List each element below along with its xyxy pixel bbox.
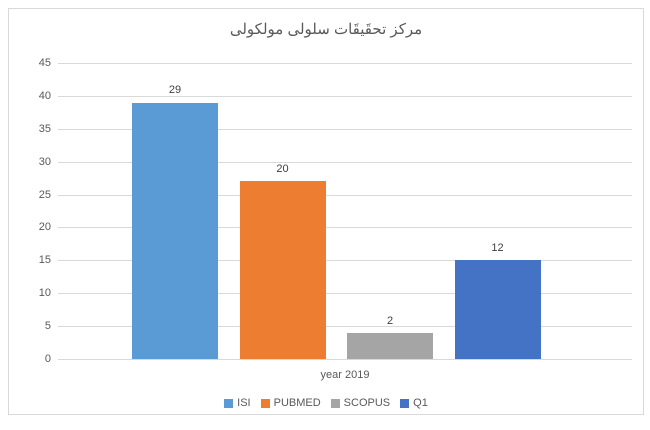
legend-label: SCOPUS xyxy=(343,397,391,409)
y-tick-label: 5 xyxy=(44,320,51,333)
bar-pubmed xyxy=(239,181,326,359)
chart-title: مرکز تحقَیقَات سلولی مولکولی xyxy=(229,21,423,38)
gridline xyxy=(58,95,632,97)
legend-swatch-icon xyxy=(224,398,234,408)
y-tick-label: 30 xyxy=(38,155,51,168)
legend-item-q1: Q1 xyxy=(400,397,428,409)
gridline xyxy=(58,293,632,295)
gridline xyxy=(58,161,632,163)
gridline xyxy=(58,194,632,196)
bar-scopus xyxy=(347,332,433,359)
data-label-pubmed: 20 xyxy=(276,163,289,176)
legend-label: ISI xyxy=(237,397,251,409)
x-axis-line xyxy=(58,359,632,360)
legend: ISI PUBMED SCOPUS Q1 xyxy=(9,397,643,409)
bar-q1 xyxy=(454,260,541,359)
legend-label: PUBMED xyxy=(273,397,321,409)
gridline xyxy=(58,227,632,229)
x-axis-label: year 2019 xyxy=(320,369,370,381)
y-tick-label: 10 xyxy=(38,287,51,300)
legend-item-scopus: SCOPUS xyxy=(330,397,391,409)
gridline xyxy=(58,63,632,64)
data-label-isi: 29 xyxy=(168,84,182,97)
bar-isi xyxy=(132,102,218,359)
gridline xyxy=(58,260,632,262)
y-tick-label: 40 xyxy=(38,89,51,102)
legend-item-isi: ISI xyxy=(224,397,251,409)
y-tick-label: 0 xyxy=(44,353,51,365)
y-tick-label: 20 xyxy=(38,221,51,234)
data-label-scopus: 2 xyxy=(386,314,394,327)
y-tick-label: 25 xyxy=(38,188,51,201)
y-tick-label: 15 xyxy=(38,254,51,267)
gridline xyxy=(58,128,632,130)
chart-frame: مرکز تحقَیقَات سلولی مولکولی 29 20 2 12 45 4… xyxy=(8,8,644,415)
plot-area: 29 20 2 12 xyxy=(58,63,632,360)
gridline xyxy=(58,326,632,328)
y-tick-label: 35 xyxy=(38,122,51,135)
legend-swatch-icon xyxy=(260,398,270,408)
legend-label: Q1 xyxy=(413,397,428,409)
data-label-q1: 12 xyxy=(491,242,504,255)
legend-swatch-icon xyxy=(400,398,410,408)
legend-swatch-icon xyxy=(330,398,340,408)
y-tick-label: 45 xyxy=(38,57,51,69)
legend-item-pubmed: PUBMED xyxy=(260,397,321,409)
